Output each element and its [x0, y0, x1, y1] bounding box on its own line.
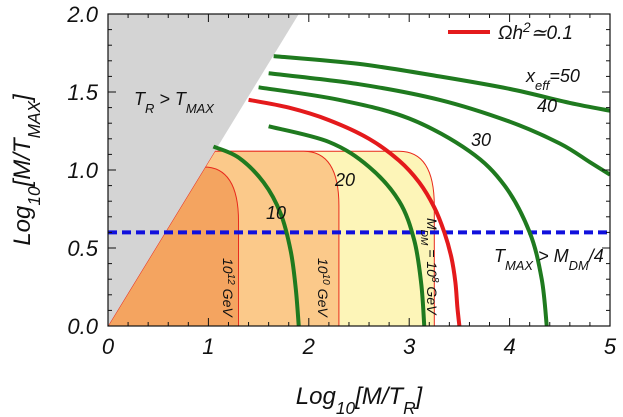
excluded-region — [108, 14, 299, 326]
mass-label-8: MDM = 108 GeV — [419, 218, 441, 316]
x-axis-title: Log10[M/TR] — [296, 383, 424, 417]
mass-label-10: 1010 GeV — [315, 258, 332, 318]
xeff-curve-10 — [212, 144, 301, 326]
y-tick-label: 0.5 — [67, 236, 98, 261]
y-axis-title: Log10[M/TMAX] — [9, 93, 44, 246]
xeff-curve-40 — [268, 71, 610, 177]
mass-label-12: 1012 GeV — [220, 258, 237, 318]
xeff-label-30: 30 — [471, 130, 491, 150]
xeff-label-20: 20 — [334, 170, 355, 190]
xeff-curve-20 — [268, 124, 427, 326]
relic-density-curve — [248, 97, 462, 326]
tmax-line-label: TMAX > MDM/4 — [494, 246, 604, 273]
y-tick-label: 2.0 — [66, 2, 98, 27]
x-tick-label: 3 — [403, 334, 416, 359]
x-tick-label: 5 — [604, 334, 617, 359]
xeff-curve-50 — [273, 54, 610, 113]
y-tick-label: 0.0 — [67, 314, 98, 339]
legend-label-relic: Ωh2≃0.1 — [498, 20, 573, 45]
xeff-label-10: 10 — [266, 203, 286, 223]
xeff-label-50: xeff=50 — [525, 66, 580, 93]
excluded-region-label: TR > TMAX — [134, 89, 215, 116]
x-tick-label: 1 — [202, 334, 214, 359]
x-tick-label: 4 — [503, 334, 515, 359]
y-tick-label: 1.5 — [67, 80, 98, 105]
x-tick-label: 2 — [302, 334, 315, 359]
x-tick-label: 0 — [102, 334, 115, 359]
xeff-label-40: 40 — [537, 96, 557, 116]
y-tick-label: 1.0 — [67, 158, 98, 183]
xeff-curve-30 — [258, 85, 549, 326]
